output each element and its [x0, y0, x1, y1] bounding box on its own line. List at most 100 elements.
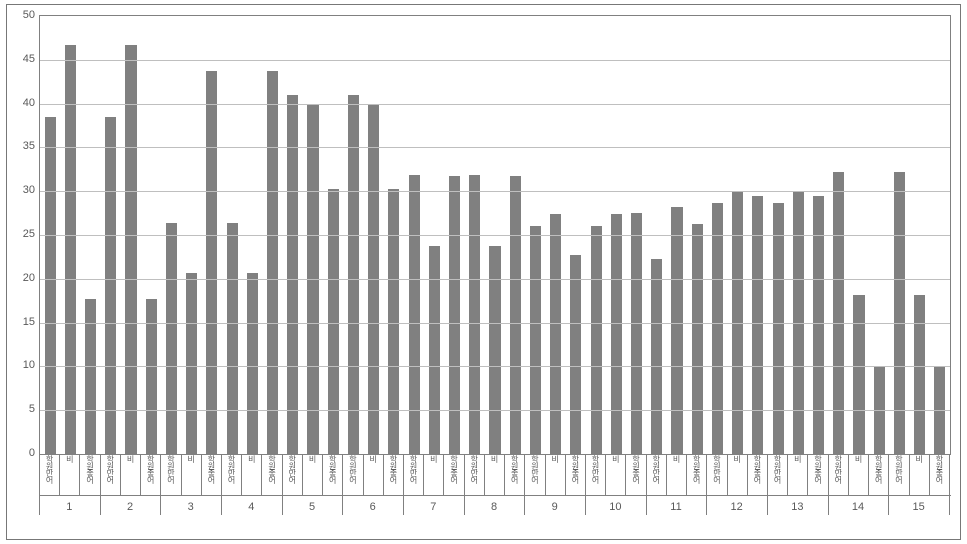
- category-label: 학원만어: [834, 455, 842, 493]
- category-label: 비: [733, 455, 741, 493]
- group-separator: [39, 455, 40, 515]
- subcategory-tick: [383, 455, 384, 495]
- bar: [125, 45, 136, 454]
- category-label: 비: [611, 455, 619, 493]
- category-label: 학원만어: [288, 455, 296, 493]
- subcategory-tick: [241, 455, 242, 495]
- bar: [287, 95, 298, 454]
- bar: [409, 175, 420, 454]
- y-tick-label: 5: [13, 403, 35, 415]
- bar: [469, 175, 480, 454]
- bar: [651, 259, 662, 454]
- plot-area: [39, 15, 951, 455]
- bar: [671, 207, 682, 454]
- subcategory-tick: [909, 455, 910, 495]
- group-separator: [767, 455, 768, 515]
- category-label: 학원좋어: [632, 455, 640, 493]
- group-separator: [221, 455, 222, 515]
- subcategory-tick: [302, 455, 303, 495]
- y-tick-label: 15: [13, 316, 35, 328]
- gridline: [40, 147, 950, 148]
- category-label: 학원좋어: [753, 455, 761, 493]
- subcategory-tick: [787, 455, 788, 495]
- subcategory-tick: [747, 455, 748, 495]
- group-separator: [646, 455, 647, 515]
- group-label: 15: [913, 501, 925, 513]
- bar: [348, 95, 359, 454]
- subcategory-tick: [181, 455, 182, 495]
- subcategory-tick: [545, 455, 546, 495]
- category-label: 비: [915, 455, 923, 493]
- y-tick-label: 10: [13, 359, 35, 371]
- bar: [206, 71, 217, 454]
- y-tick-label: 45: [13, 53, 35, 65]
- group-separator: [403, 455, 404, 515]
- y-tick-label: 0: [13, 447, 35, 459]
- category-label: 학원만어: [409, 455, 417, 493]
- y-tick-label: 50: [13, 9, 35, 21]
- y-tick-label: 25: [13, 228, 35, 240]
- subcategory-tick: [807, 455, 808, 495]
- bar: [894, 172, 905, 454]
- y-tick-label: 40: [13, 97, 35, 109]
- bar: [489, 246, 500, 454]
- group-label: 7: [430, 501, 436, 513]
- group-label: 10: [609, 501, 621, 513]
- category-label: 비: [126, 455, 134, 493]
- bar: [530, 226, 541, 454]
- group-separator: [524, 455, 525, 515]
- subcategory-tick: [686, 455, 687, 495]
- group-separator: [464, 455, 465, 515]
- bar: [591, 226, 602, 454]
- group-label: 14: [852, 501, 864, 513]
- category-label: 비: [490, 455, 498, 493]
- group-separator: [828, 455, 829, 515]
- group-label: 11: [670, 501, 681, 513]
- group-label: 12: [731, 501, 743, 513]
- group-label: 13: [791, 501, 803, 513]
- bar: [712, 203, 723, 454]
- bar: [267, 71, 278, 454]
- bar: [105, 117, 116, 454]
- gridline: [40, 366, 950, 367]
- bar: [914, 295, 925, 454]
- category-label: 학원좋어: [389, 455, 397, 493]
- category-label: 비: [65, 455, 73, 493]
- category-label: 학원좋어: [450, 455, 458, 493]
- category-label: 학원만어: [45, 455, 53, 493]
- gridline: [40, 323, 950, 324]
- category-label: 학원좋어: [935, 455, 943, 493]
- category-label: 비: [369, 455, 377, 493]
- group-label: 3: [188, 501, 194, 513]
- y-tick-label: 35: [13, 140, 35, 152]
- subcategory-tick: [504, 455, 505, 495]
- subcategory-tick: [140, 455, 141, 495]
- bar: [510, 176, 521, 454]
- group-separator: [160, 455, 161, 515]
- bar: [45, 117, 56, 454]
- category-label: 비: [551, 455, 559, 493]
- category-label: 학원좋어: [86, 455, 94, 493]
- subcategory-tick: [363, 455, 364, 495]
- bar: [227, 223, 238, 454]
- category-label: 학원만어: [530, 455, 538, 493]
- category-label: 학원만어: [470, 455, 478, 493]
- gridline: [40, 279, 950, 280]
- group-label: 4: [248, 501, 254, 513]
- y-tick-label: 20: [13, 272, 35, 284]
- subcategory-tick: [322, 455, 323, 495]
- bar: [550, 214, 561, 454]
- subcategory-tick: [666, 455, 667, 495]
- gridline: [40, 235, 950, 236]
- chart-frame: 05101520253035404550 학원만어비학원좋어학원만어비학원좋어학…: [6, 4, 961, 540]
- subcategory-tick: [120, 455, 121, 495]
- category-label: 학원좋어: [814, 455, 822, 493]
- category-label: 학원만어: [227, 455, 235, 493]
- subcategory-tick: [868, 455, 869, 495]
- bar: [773, 203, 784, 454]
- category-label: 학원좋어: [874, 455, 882, 493]
- bar: [247, 273, 258, 454]
- subcategory-tick: [443, 455, 444, 495]
- bar: [611, 214, 622, 454]
- category-label: 학원만어: [106, 455, 114, 493]
